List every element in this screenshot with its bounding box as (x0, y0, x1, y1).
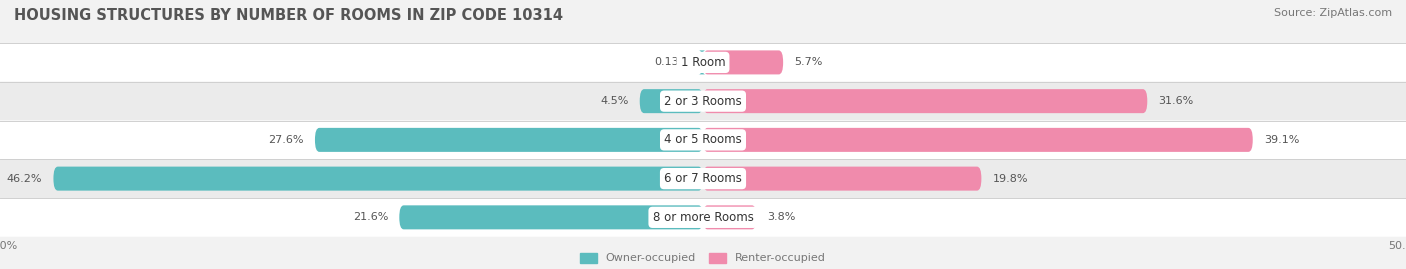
Text: 1 Room: 1 Room (681, 56, 725, 69)
FancyBboxPatch shape (315, 128, 703, 152)
FancyBboxPatch shape (703, 128, 1253, 152)
Text: 4.5%: 4.5% (600, 96, 628, 106)
Text: 31.6%: 31.6% (1159, 96, 1194, 106)
FancyBboxPatch shape (703, 89, 1147, 113)
Text: 6 or 7 Rooms: 6 or 7 Rooms (664, 172, 742, 185)
FancyBboxPatch shape (0, 43, 1406, 82)
Text: 39.1%: 39.1% (1264, 135, 1299, 145)
FancyBboxPatch shape (0, 121, 1406, 159)
Text: 5.7%: 5.7% (794, 57, 823, 68)
FancyBboxPatch shape (640, 89, 703, 113)
Legend: Owner-occupied, Renter-occupied: Owner-occupied, Renter-occupied (581, 253, 825, 263)
Text: 4 or 5 Rooms: 4 or 5 Rooms (664, 133, 742, 146)
Text: HOUSING STRUCTURES BY NUMBER OF ROOMS IN ZIP CODE 10314: HOUSING STRUCTURES BY NUMBER OF ROOMS IN… (14, 8, 562, 23)
FancyBboxPatch shape (703, 167, 981, 191)
Text: 46.2%: 46.2% (7, 174, 42, 184)
FancyBboxPatch shape (53, 167, 703, 191)
FancyBboxPatch shape (399, 205, 703, 229)
FancyBboxPatch shape (703, 50, 783, 75)
Text: 21.6%: 21.6% (353, 212, 388, 222)
Text: 8 or more Rooms: 8 or more Rooms (652, 211, 754, 224)
FancyBboxPatch shape (0, 159, 1406, 198)
Text: 27.6%: 27.6% (269, 135, 304, 145)
Text: 0.13%: 0.13% (655, 57, 690, 68)
Text: 2 or 3 Rooms: 2 or 3 Rooms (664, 95, 742, 108)
Text: Source: ZipAtlas.com: Source: ZipAtlas.com (1274, 8, 1392, 18)
Text: 3.8%: 3.8% (768, 212, 796, 222)
FancyBboxPatch shape (0, 82, 1406, 121)
FancyBboxPatch shape (699, 50, 706, 75)
FancyBboxPatch shape (703, 205, 756, 229)
FancyBboxPatch shape (0, 198, 1406, 237)
Text: 19.8%: 19.8% (993, 174, 1028, 184)
